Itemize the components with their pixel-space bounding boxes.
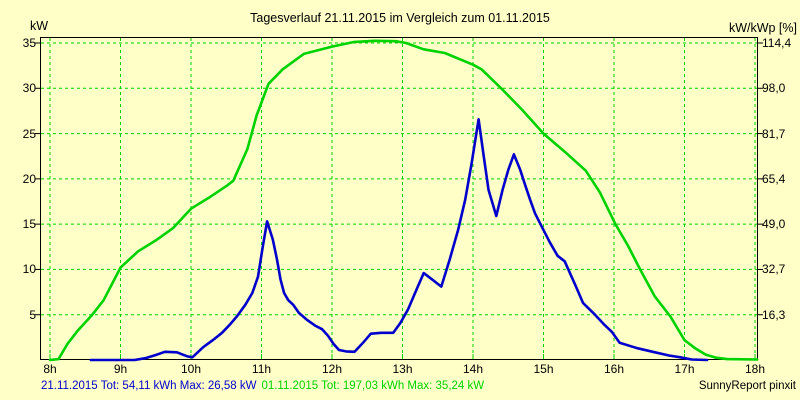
y-axis-left-tick-label: 20 <box>22 171 36 186</box>
footer-series1-summary: 21.11.2015 Tot: 54,11 kWh Max: 26,58 kW <box>41 380 257 392</box>
plot-frame <box>40 37 758 360</box>
x-axis-tick-label: 13h <box>392 362 413 376</box>
x-axis-tick-label: 12h <box>321 362 343 376</box>
x-axis-tick-label: 15h <box>533 362 554 376</box>
y-axis-right-tick-label: 98,0 <box>762 81 786 96</box>
footer-series2-summary: 01.11.2015 Tot: 197,03 kWh Max: 35,24 kW <box>261 380 485 392</box>
y-axis-left-tick-label: 5 <box>29 307 36 322</box>
y-axis-left-tick-label: 15 <box>22 217 36 232</box>
x-axis-tick-label: 8h <box>43 362 57 376</box>
y-axis-right-tick-label: 81,7 <box>762 126 786 141</box>
x-axis-tick-label: 9h <box>113 362 128 376</box>
y-axis-right-tick-label: 65,4 <box>762 171 786 186</box>
y-axis-left-tick-label: 25 <box>22 126 36 141</box>
y-axis-left-tick-label: 30 <box>22 81 36 96</box>
x-axis-tick-label: 18h <box>744 362 766 376</box>
y-axis-right-tick-label: 16,3 <box>762 307 786 322</box>
y-axis-right-tick-label: 32,7 <box>762 262 786 277</box>
series-line-21-11-2015 <box>89 118 709 362</box>
series-line-01-11-2015 <box>48 39 759 362</box>
y-axis-right-tick-label: 49,0 <box>762 217 786 232</box>
footer-credit: SunnyReport pinxit <box>698 380 796 392</box>
left-axis-unit-label: kW <box>30 19 49 33</box>
x-axis-tick-label: 10h <box>180 362 202 376</box>
y-axis-left-tick-label: 35 <box>22 36 36 50</box>
chart-title: Tagesverlauf 21.11.2015 im Vergleich zum… <box>250 11 550 25</box>
x-axis-tick-label: 11h <box>251 362 272 376</box>
footer-summary-line: 21.11.2015 Tot: 54,11 kWh Max: 26,58 kW 0… <box>41 380 489 392</box>
x-axis-tick-label: 14h <box>462 362 484 376</box>
right-axis-unit-label: kW/kWp [%] <box>728 21 797 35</box>
y-axis-right-tick-label: 114,4 <box>762 36 792 50</box>
x-axis-tick-label: 17h <box>674 362 695 376</box>
y-axis-left-tick-label: 10 <box>22 262 36 277</box>
x-axis-tick-label: 16h <box>603 362 625 376</box>
